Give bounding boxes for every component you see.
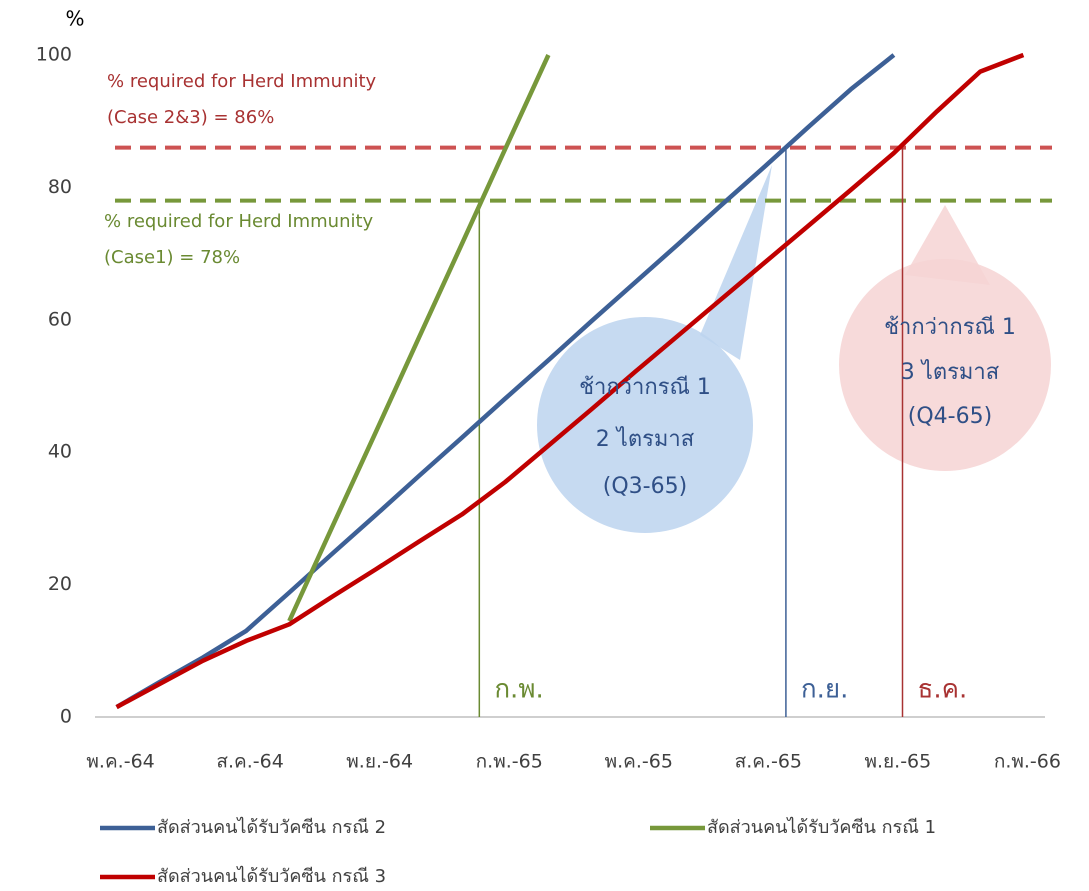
callout-text: 3 ไตรมาส bbox=[901, 359, 1000, 385]
x-tick-label: พ.ย.-65 bbox=[864, 751, 931, 773]
reference-label: % required for Herd Immunity bbox=[104, 211, 374, 232]
legend-label: สัดส่วนคนได้รับวัคซีน กรณี 3 bbox=[157, 865, 386, 887]
legend-label: สัดส่วนคนได้รับวัคซีน กรณี 1 bbox=[707, 816, 936, 838]
callout-bubble bbox=[700, 165, 772, 360]
callout-text: (Q3-65) bbox=[603, 474, 687, 499]
x-tick-label: ก.พ.-65 bbox=[476, 751, 543, 773]
x-tick-label: ก.พ.-66 bbox=[994, 751, 1061, 773]
marker-label: ก.พ. bbox=[494, 675, 543, 705]
y-tick-label: 0 bbox=[60, 706, 72, 728]
y-tick-label: 80 bbox=[48, 176, 72, 198]
marker-label: ก.ย. bbox=[801, 675, 849, 705]
callout-text: (Q4-65) bbox=[908, 404, 992, 429]
y-tick-label: 20 bbox=[48, 573, 72, 595]
y-tick-label: 40 bbox=[48, 441, 72, 463]
callout-text: ช้ากว่ากรณี 1 bbox=[884, 315, 1016, 340]
marker-label: ธ.ค. bbox=[918, 675, 968, 705]
callout-bubble bbox=[839, 259, 1051, 471]
reference-label: (Case1) = 78% bbox=[104, 247, 240, 268]
y-tick-label: 60 bbox=[48, 308, 72, 330]
reference-label: % required for Herd Immunity bbox=[107, 71, 377, 92]
x-tick-label: พ.ย.-64 bbox=[346, 751, 413, 773]
y-tick-label: 100 bbox=[36, 44, 72, 66]
x-tick-label: ส.ค.-65 bbox=[735, 751, 802, 773]
x-tick-label: ส.ค.-64 bbox=[216, 751, 283, 773]
series-line bbox=[115, 52, 1025, 710]
x-tick-label: พ.ค.-64 bbox=[86, 751, 154, 773]
callout-text: 2 ไตรมาส bbox=[596, 426, 695, 452]
x-tick-label: พ.ค.-65 bbox=[605, 751, 673, 773]
y-axis-label: % bbox=[65, 7, 84, 31]
legend-label: สัดส่วนคนได้รับวัคซีน กรณี 2 bbox=[157, 816, 386, 838]
series-line bbox=[115, 53, 896, 710]
callout-text: ช้ากว่ากรณี 1 bbox=[579, 375, 711, 400]
series-line bbox=[287, 54, 551, 622]
callout-bubble bbox=[537, 317, 753, 533]
reference-label: (Case 2&3) = 86% bbox=[107, 107, 274, 128]
